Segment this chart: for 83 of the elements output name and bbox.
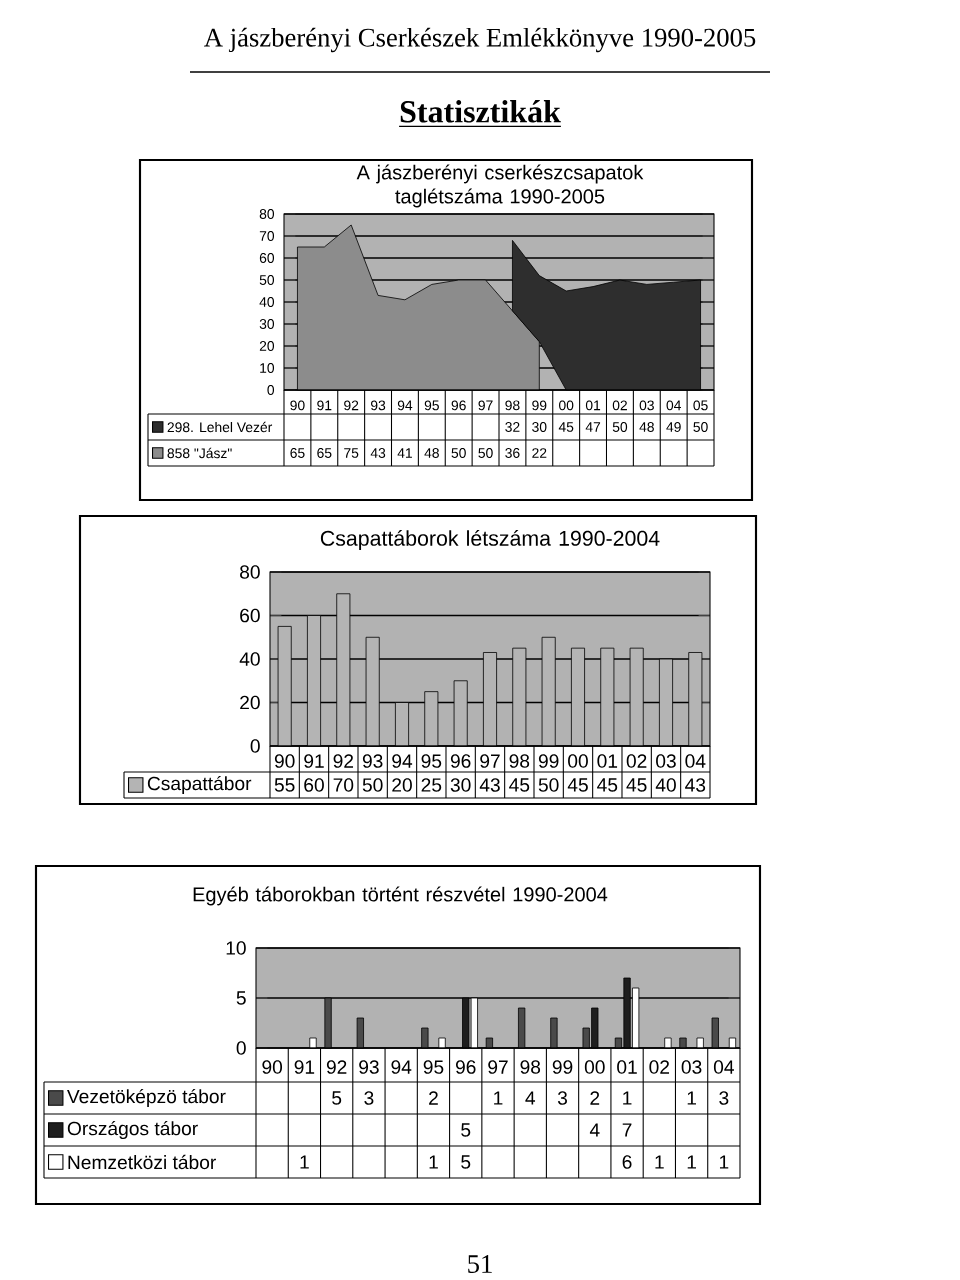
chart-title: A jászberényi cserkészcsapatok taglétszáma 1990-2005	[356, 164, 644, 208]
x-tick-label: 92	[333, 754, 354, 768]
x-tick-label: 98	[509, 754, 530, 768]
chart-title: Csapattáborok létszáma 1990-2004	[320, 529, 660, 551]
x-tick-label: 04	[685, 754, 706, 768]
data-label: 25	[421, 778, 442, 792]
legend-label: Vezetöképzö tábor	[67, 1088, 226, 1108]
x-tick-label: 96	[450, 754, 471, 768]
x-tick-label: 95	[421, 754, 442, 768]
x-tick-label: 97	[480, 754, 500, 768]
x-tick-label: 91	[304, 754, 324, 768]
data-label: 20	[392, 778, 412, 792]
x-tick-label: 90	[274, 754, 295, 768]
data-label: 1	[655, 1155, 664, 1169]
x-tick-label: 93	[359, 1060, 379, 1074]
data-label: 5	[461, 1155, 471, 1169]
x-tick-label: 00	[584, 1060, 605, 1074]
data-label: 45	[626, 778, 647, 792]
x-tick-label: 93	[362, 754, 383, 768]
y-tick-label: 10	[226, 941, 246, 955]
data-label: 4	[525, 1091, 536, 1105]
x-tick-label: 94	[391, 1060, 412, 1074]
data-label: 1	[687, 1091, 696, 1105]
legend-label: Nemzetközi tábor	[68, 1154, 216, 1170]
legend-label: Országos tábor	[67, 1120, 198, 1140]
data-label: 7	[622, 1123, 632, 1137]
data-label: 1	[429, 1155, 438, 1169]
x-tick-label: 01	[597, 754, 618, 768]
data-label: 2	[590, 1091, 600, 1105]
data-label: 45	[509, 778, 530, 792]
y-tick-label: 0	[250, 739, 260, 753]
x-tick-label: 97	[488, 1060, 508, 1074]
data-label: 1	[623, 1091, 632, 1105]
data-label: 43	[685, 778, 706, 792]
data-label: 1	[687, 1155, 696, 1169]
x-tick-label: 96	[455, 1060, 476, 1074]
data-label: 45	[567, 778, 588, 792]
data-label: 2	[429, 1091, 438, 1105]
data-label: 1	[719, 1155, 729, 1169]
data-label: 1	[494, 1091, 503, 1105]
x-tick-label: 99	[538, 754, 559, 768]
text: 51	[468, 1255, 492, 1273]
y-tick-label: 20	[240, 695, 260, 710]
x-tick-label: 02	[626, 754, 647, 768]
y-tick-label: 80	[240, 565, 260, 579]
chart-title: Egyéb táborokban történt részvétel 1990-2004	[193, 886, 608, 906]
data-label: 55	[274, 778, 295, 792]
y-tick-label: 5	[236, 991, 246, 1005]
text: Statisztikák	[400, 100, 561, 123]
x-tick-label: 00	[568, 754, 588, 768]
x-tick-label: 98	[520, 1060, 541, 1074]
data-label: 45	[597, 778, 618, 792]
data-label: 4	[589, 1123, 600, 1137]
data-label: 50	[362, 778, 383, 792]
x-tick-label: 99	[552, 1060, 573, 1074]
x-tick-label: 02	[649, 1060, 670, 1074]
data-label: 40	[655, 778, 676, 792]
data-label: 5	[332, 1091, 342, 1105]
x-tick-label: 03	[656, 754, 676, 768]
x-tick-label: 92	[326, 1060, 347, 1074]
x-tick-label: 04	[713, 1060, 734, 1074]
data-label: 43	[479, 778, 500, 792]
legend-label: Csapattábor	[147, 775, 252, 795]
x-tick-label: 90	[262, 1060, 283, 1074]
data-label: 6	[622, 1155, 632, 1169]
x-tick-label: 91	[294, 1060, 315, 1074]
x-tick-label: 95	[423, 1060, 444, 1074]
x-tick-label: 03	[681, 1060, 702, 1074]
data-label: 3	[719, 1091, 729, 1105]
data-label: 50	[538, 778, 559, 792]
x-tick-label: 94	[392, 754, 413, 768]
data-label: 3	[364, 1091, 374, 1105]
data-label: 5	[461, 1123, 471, 1137]
data-label: 70	[333, 778, 354, 792]
y-tick-label: 40	[239, 652, 260, 666]
y-tick-label: 0	[236, 1041, 246, 1055]
x-tick-label: 01	[617, 1060, 637, 1074]
data-label: 30	[450, 778, 471, 792]
data-label: 3	[557, 1091, 568, 1105]
text: A jászberényi Cserkészek Emlékkönyve 1990-2005	[204, 27, 756, 53]
data-label: 60	[304, 778, 324, 792]
y-tick-label: 60	[240, 608, 260, 623]
data-label: 1	[300, 1155, 309, 1169]
